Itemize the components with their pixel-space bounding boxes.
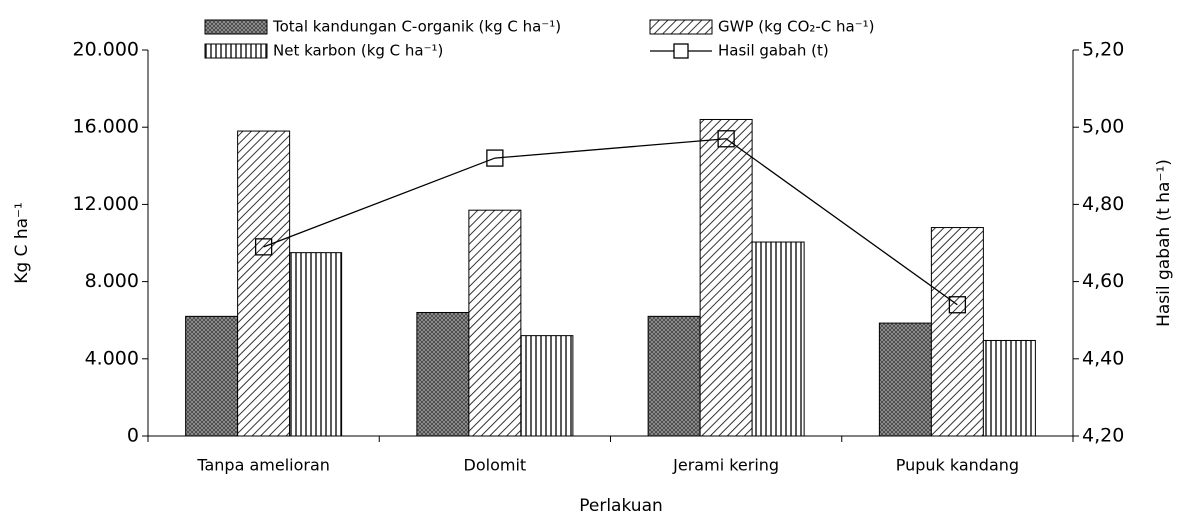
y2-tick-label: 4,60: [1082, 270, 1124, 292]
y-tick-label: 0: [127, 425, 139, 447]
line: [263, 138, 958, 306]
y2-axis-label: Hasil gabah (t ha⁻¹): [1154, 159, 1174, 327]
legend-swatch: [649, 19, 713, 35]
marker: [717, 130, 735, 148]
bar: [468, 209, 522, 437]
y-tick-label: 12.000: [73, 193, 139, 215]
bar: [289, 252, 343, 437]
y2-tick-label: 4,20: [1082, 425, 1124, 447]
bar: [237, 130, 291, 437]
marker: [948, 296, 967, 314]
y-tick-label: 20.000: [73, 39, 139, 61]
legend-label: GWP (kg CO₂-C ha⁻¹): [718, 18, 875, 36]
y2-tick-label: 5,00: [1082, 116, 1124, 138]
bar: [520, 335, 574, 437]
y2-tick-label: 5,20: [1082, 39, 1124, 61]
bar: [878, 322, 932, 437]
y-tick-label: 16.000: [73, 116, 139, 138]
legend-label: Hasil gabah (t): [718, 42, 829, 60]
bar: [185, 315, 239, 437]
bar: [647, 315, 701, 437]
legend-label: Total kandungan C-organik (kg C ha⁻¹): [272, 18, 561, 36]
legend-marker: [673, 43, 689, 59]
y-axis-label: Kg C ha⁻¹: [12, 202, 32, 284]
marker: [486, 149, 504, 167]
y2-tick-label: 4,40: [1082, 347, 1124, 369]
x-axis-label: Perlakuan: [579, 496, 663, 516]
x-tick-label: Jerami kering: [672, 456, 779, 475]
x-tick-label: Dolomit: [464, 456, 527, 475]
y2-tick-label: 4,80: [1082, 193, 1124, 215]
x-tick-label: Pupuk kandang: [896, 456, 1019, 475]
marker: [254, 238, 273, 256]
legend-swatch: [204, 19, 268, 35]
x-tick-label: Tanpa amelioran: [196, 456, 330, 475]
bar: [699, 118, 753, 437]
bar: [930, 227, 984, 437]
y-tick-label: 8.000: [85, 270, 139, 292]
legend-swatch: [204, 43, 268, 59]
legend-label: Net karbon (kg C ha⁻¹): [273, 42, 443, 60]
bar: [982, 339, 1036, 437]
bar: [751, 241, 805, 437]
y-tick-label: 4.000: [85, 347, 139, 369]
bar: [416, 311, 470, 437]
